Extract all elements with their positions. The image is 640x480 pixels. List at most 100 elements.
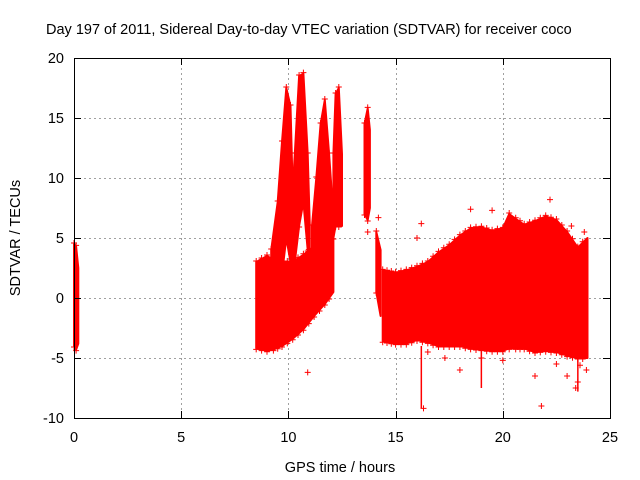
data-point [526,348,533,355]
data-outlier [499,357,506,364]
data-point [258,255,265,261]
data-point [532,217,538,224]
data-point [414,338,420,344]
data-point [321,96,328,102]
data-point [313,174,320,180]
data-point [398,267,404,274]
data-point [564,353,571,360]
data-point [398,341,404,348]
data-point [316,235,323,242]
data-point [403,266,410,273]
data-point [456,344,463,350]
x-axis-label: GPS time / hours [285,460,395,476]
data-point [548,214,554,221]
data-point [414,262,420,269]
data-point [388,340,395,347]
x-tick-label: 5 [177,430,185,446]
data-point [295,254,301,261]
data-envelope-spike-4 [332,87,343,239]
data-point [521,220,528,227]
data-point [326,254,333,260]
data-point [332,90,339,96]
x-tick-label: 15 [388,430,404,446]
data-point [296,224,303,230]
data-point [569,235,576,242]
data-point [440,344,447,350]
y-tick-label: 15 [48,111,64,127]
data-point [373,290,380,296]
data-point [361,120,368,126]
y-axis-label: SDTVAR / TECUs [8,180,24,296]
data-point [274,296,281,302]
data-point [521,346,528,353]
data-point [270,347,277,354]
data-point [379,339,386,346]
data-point [537,349,544,356]
data-point [289,336,296,343]
data-point [291,260,298,266]
data-outlier [547,196,553,203]
data-point [279,272,285,278]
data-point [489,226,496,233]
data-outlier [363,151,370,157]
data-point [451,344,458,350]
data-outlier [581,229,588,235]
data-outlier [375,214,382,221]
data-point [317,248,324,254]
data-point [478,223,485,230]
data-point [494,348,501,355]
data-point [564,228,571,234]
data-point [419,260,426,267]
data-point [287,102,294,108]
data-point [305,246,312,253]
data-envelope-step-down [375,231,382,317]
data-point [473,347,479,353]
data-point [300,250,307,257]
data-point [274,345,281,352]
data-point [309,290,315,296]
data-outlier [364,229,371,235]
data-point [284,340,291,347]
data-point [361,212,368,218]
data-point [506,210,513,216]
data-point [270,255,277,262]
data-point [291,150,298,156]
data-point [467,224,474,231]
data-outlier [467,206,474,213]
data-point [309,222,315,228]
data-point [419,339,426,346]
data-point [304,150,311,156]
data-point [284,258,291,264]
data-point [287,222,294,228]
data-outlier [418,220,425,227]
data-series [71,69,590,412]
data-point [467,346,474,353]
data-point [296,72,303,78]
data-point [392,268,399,275]
data-point [424,258,431,264]
data-point [295,332,301,338]
data-outlier [478,355,485,361]
data-point [253,258,260,264]
data-point [258,347,265,354]
data-point [456,231,463,238]
data-point [462,345,469,352]
data-point [408,264,415,271]
y-tick-label: 20 [48,51,64,67]
data-point [542,348,549,355]
data-point [279,344,285,350]
data-point [537,214,544,221]
data-point [330,150,337,156]
data-point [316,308,323,314]
data-point [274,198,281,204]
data-point [462,228,469,234]
data-point [279,138,285,144]
y-tick-label: 0 [56,291,64,307]
data-point [253,346,260,353]
data-point [300,69,307,76]
data-point [283,84,290,90]
data-outlier [304,369,311,376]
data-point [321,236,328,242]
data-outlier [553,361,560,367]
